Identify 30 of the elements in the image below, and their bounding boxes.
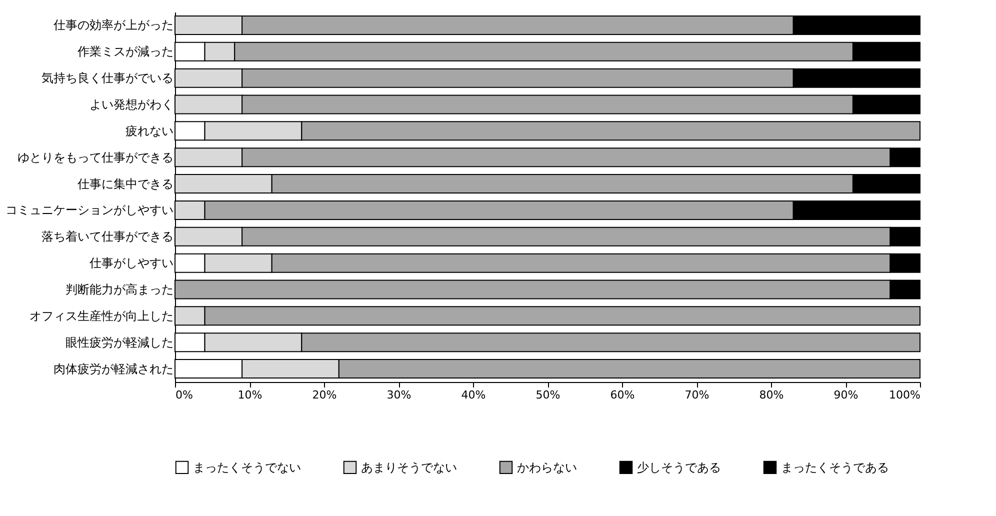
legend-label: あまりそうでない [361, 460, 457, 474]
x-tick-label: 90% [834, 388, 858, 402]
y-tick-label: コミュニケーションがしやすい [6, 203, 174, 218]
y-tick-label: ゆとりをもって仕事ができる [18, 150, 174, 164]
x-tick-label: 30% [386, 388, 412, 402]
y-tick-label: 仕事の効率が上がった [52, 18, 174, 32]
x-tick-label: 40% [461, 388, 486, 402]
legend-label: 少しそうである [637, 460, 721, 474]
y-tick-label: 眼性疲労が軽減した [66, 335, 174, 350]
legend-label: かわらない [517, 460, 577, 474]
x-tick-label: 50% [536, 388, 560, 402]
y-tick-label: 仕事がしやすい [88, 256, 174, 270]
legend-label: まったくそうでない [193, 460, 301, 474]
y-tick-label: よい発想がわく [90, 98, 174, 112]
y-tick-label: 疲れない [126, 124, 174, 138]
x-tick-label: 0% [176, 388, 193, 402]
legend-label: まったくそうである [781, 460, 889, 474]
y-tick-label: 落ち着いて仕事ができる [42, 230, 174, 244]
x-tick-label: 80% [759, 388, 784, 402]
x-tick-label: 20% [312, 388, 337, 402]
x-tick-label: 60% [610, 388, 635, 402]
x-tick-label: 100% [889, 388, 920, 402]
y-tick-label: 仕事に集中できる [76, 176, 174, 191]
x-tick-label: 70% [684, 388, 710, 402]
y-tick-label: 肉体疲労が軽減された [54, 362, 174, 376]
y-tick-label: 判断能力が高まった [66, 282, 174, 296]
x-tick-label: 10% [238, 388, 262, 402]
y-tick-label: 作業ミスが減った [76, 44, 174, 59]
y-tick-label: オフィス生産性が向上した [30, 308, 174, 323]
y-tick-label: 気持ち良く仕事がでいる [42, 71, 174, 86]
